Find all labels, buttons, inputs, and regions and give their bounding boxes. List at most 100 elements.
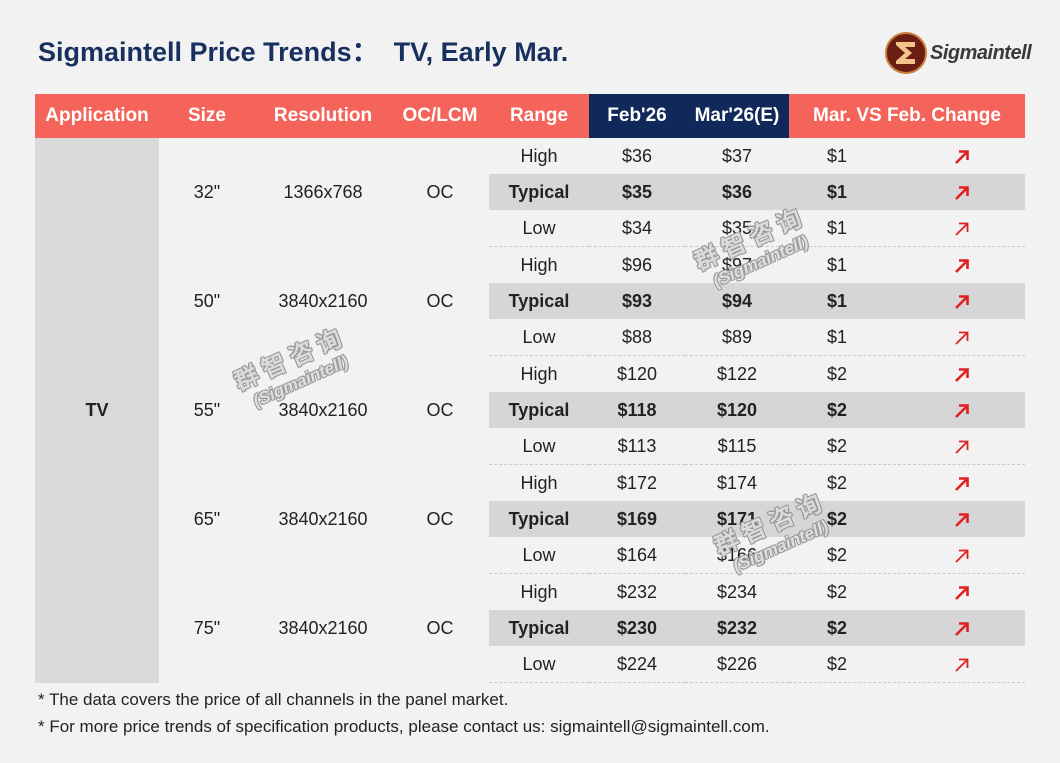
trend-arrow xyxy=(953,255,971,276)
footnote: * For more price trends of specification… xyxy=(38,717,770,736)
trend-arrow xyxy=(953,509,971,530)
change-value: $1 xyxy=(826,290,848,311)
application-cell: TV xyxy=(35,138,159,683)
table-row: Low $224 $226 $2 xyxy=(35,646,1025,683)
trend-arrow xyxy=(953,327,971,348)
column-header: Application xyxy=(35,94,159,138)
trend-arrow xyxy=(953,582,971,603)
trend-arrow xyxy=(953,654,971,675)
price-table: Application Size Resolution OC/LCM Range Feb'… xyxy=(35,94,1025,683)
column-header: Feb'26 xyxy=(589,94,685,138)
arrow-up-right-icon xyxy=(955,367,969,382)
mar-price-cell: $97 xyxy=(721,254,753,275)
resolution-cell: 1366x768 xyxy=(283,181,363,202)
table-row: Typical $118 $120 $2 xyxy=(35,392,1025,428)
company-logo: Sigmaintell xyxy=(884,30,1034,76)
oc-lcm-cell: OC xyxy=(426,399,454,420)
change-cell: $2 xyxy=(789,392,1025,428)
change-cell: $2 xyxy=(789,501,1025,537)
logo-text: Sigmaintell xyxy=(930,41,1032,64)
feb-price-cell: $34 xyxy=(589,210,685,247)
feb-price-cell: $88 xyxy=(589,319,685,356)
sigma-logo-icon xyxy=(885,32,927,74)
trend-arrow xyxy=(953,473,971,494)
change-cell: $2 xyxy=(789,537,1025,574)
table-row: Typical $169 $171 $2 xyxy=(35,501,1025,537)
column-header: Resolution xyxy=(255,94,391,138)
mar-price-cell: $89 xyxy=(685,319,789,356)
feb-price-cell: $96 xyxy=(621,254,653,275)
column-header: Range xyxy=(489,94,589,138)
mar-price-cell: $94 xyxy=(685,283,789,319)
change-value: $2 xyxy=(826,363,848,384)
table-row: Typical $93 $94 $1 xyxy=(35,283,1025,319)
table-row: Typical $35 $36 $1 xyxy=(35,174,1025,210)
change-cell: $2 xyxy=(789,465,1025,502)
mar-price-cell: $36 xyxy=(685,174,789,210)
resolution-cell: 3840x2160 xyxy=(278,617,368,638)
change-value: $2 xyxy=(826,581,848,602)
mar-price-cell: $166 xyxy=(685,537,789,574)
size-cell: 65" xyxy=(193,508,221,529)
trend-arrow xyxy=(953,618,971,639)
table-row: Low $88 $89 $1 xyxy=(35,319,1025,356)
change-value: $1 xyxy=(826,145,848,166)
arrow-up-right-icon xyxy=(955,476,969,491)
table-row: 55" 3840x2160 OC High $120 $122 $2 xyxy=(35,356,1025,420)
arrow-up-right-icon xyxy=(955,585,969,600)
arrow-up-right-icon xyxy=(955,149,969,164)
change-value: $1 xyxy=(826,217,848,238)
range-cell: High xyxy=(520,472,558,493)
table-row: TV 32" 1366x768 OC High $36 $37 $1 xyxy=(35,138,1025,683)
feb-price-cell: $113 xyxy=(589,428,685,465)
table-body: TV 32" 1366x768 OC High $36 $37 $1 Typical $35 $36… xyxy=(35,138,1025,683)
arrow-up-right-icon xyxy=(955,331,969,345)
trend-arrow xyxy=(953,436,971,457)
size-cell: 50" xyxy=(193,290,221,311)
range-cell: Typical xyxy=(489,283,589,319)
mar-price-cell: $35 xyxy=(685,210,789,247)
footnote: * The data covers the price of all chann… xyxy=(38,690,509,709)
table-row: Low $34 $35 $1 xyxy=(35,210,1025,247)
oc-lcm-cell: OC xyxy=(426,617,454,638)
column-header: Mar'26(E) xyxy=(685,94,789,138)
arrow-up-right-icon xyxy=(955,621,969,636)
change-cell: $1 xyxy=(789,283,1025,319)
range-cell: Low xyxy=(489,319,589,356)
arrow-up-right-icon xyxy=(955,185,969,200)
table-header-row: Application Size Resolution OC/LCM Range Feb'… xyxy=(35,94,1025,138)
mar-price-cell: $115 xyxy=(685,428,789,465)
change-cell: $1 xyxy=(789,210,1025,247)
mar-price-cell: $120 xyxy=(685,392,789,428)
table-row: Low $164 $166 $2 xyxy=(35,537,1025,574)
trend-arrow xyxy=(953,291,971,312)
change-cell: $2 xyxy=(789,428,1025,465)
mar-price-cell: $174 xyxy=(716,472,758,493)
size-cell: 75" xyxy=(193,617,221,638)
feb-price-cell: $120 xyxy=(616,363,658,384)
change-value: $1 xyxy=(826,326,848,347)
range-cell: Low xyxy=(489,210,589,247)
arrow-up-right-icon xyxy=(955,258,969,273)
feb-price-cell: $164 xyxy=(589,537,685,574)
mar-price-cell: $232 xyxy=(685,610,789,646)
range-cell: High xyxy=(520,581,558,602)
change-value: $1 xyxy=(826,181,848,202)
change-value: $2 xyxy=(826,472,848,493)
table-row: 75" 3840x2160 OC High $232 $234 $2 xyxy=(35,574,1025,638)
table-row: Typical $230 $232 $2 xyxy=(35,610,1025,646)
trend-arrow xyxy=(953,400,971,421)
range-cell: Typical xyxy=(489,501,589,537)
range-cell: Typical xyxy=(489,392,589,428)
range-cell: High xyxy=(520,254,558,275)
change-cell: $1 xyxy=(789,138,1025,174)
oc-lcm-cell: OC xyxy=(426,290,454,311)
oc-lcm-cell: OC xyxy=(426,181,454,202)
resolution-cell: 3840x2160 xyxy=(278,290,368,311)
table-row: Low $113 $115 $2 xyxy=(35,428,1025,465)
mar-price-cell: $37 xyxy=(721,145,753,166)
feb-price-cell: $224 xyxy=(589,646,685,683)
arrow-up-right-icon xyxy=(955,222,969,236)
change-value: $2 xyxy=(826,617,848,638)
arrow-up-right-icon xyxy=(955,294,969,309)
